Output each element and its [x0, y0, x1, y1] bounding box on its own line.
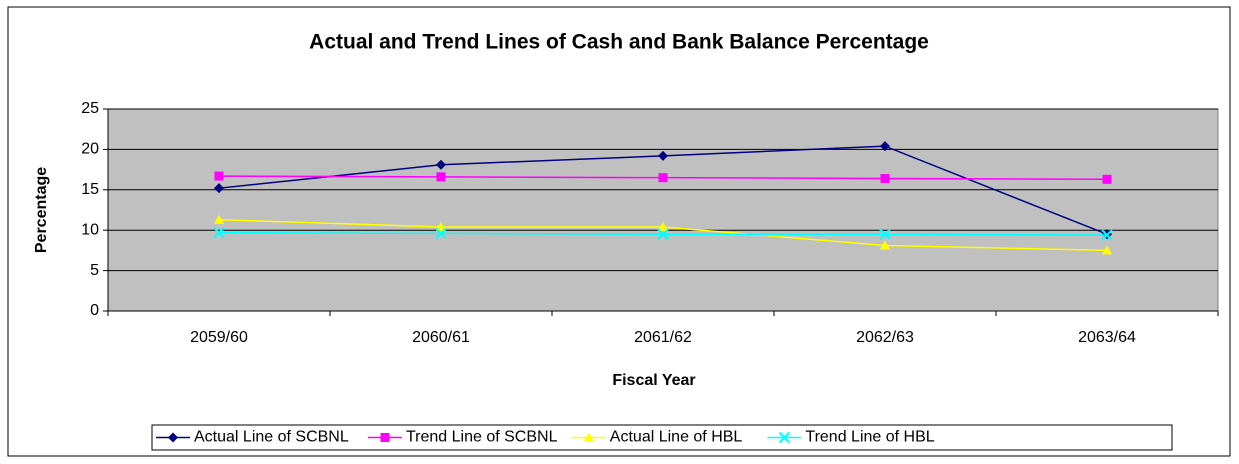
data-point [213, 226, 225, 239]
data-point [214, 183, 224, 194]
legend-label: Trend Line of SCBNL [406, 429, 558, 446]
legend-marker [583, 432, 594, 442]
data-point [436, 172, 446, 182]
data-point [657, 228, 669, 240]
data-point [1102, 174, 1112, 184]
legend-label: Actual Line of HBL [610, 429, 743, 446]
data-point [879, 228, 891, 240]
data-point [436, 159, 446, 170]
y-tick-label: 25 [81, 100, 99, 117]
y-tick-label: 0 [90, 302, 99, 319]
x-tick-label: 2061/62 [634, 329, 692, 346]
data-point [436, 221, 446, 231]
x-axis-title: Fiscal Year [612, 372, 695, 389]
legend-marker [778, 431, 791, 444]
data-point [658, 221, 668, 231]
y-tick-label: 10 [81, 221, 99, 238]
x-tick-label: 2059/60 [190, 329, 248, 346]
data-point [880, 141, 890, 152]
data-point [658, 150, 668, 161]
legend-label: Actual Line of SCBNL [194, 429, 349, 446]
y-axis-title: Percentage [33, 167, 50, 253]
chart-title: Actual and Trend Lines of Cash and Bank … [309, 31, 929, 54]
data-point [435, 227, 447, 240]
x-tick-label: 2062/63 [856, 329, 914, 346]
data-point [1101, 229, 1113, 241]
data-point [658, 173, 668, 183]
data-point [214, 171, 224, 181]
plot-area [107, 108, 1219, 312]
y-tick-label: 5 [90, 262, 99, 279]
y-tick-label: 20 [81, 141, 99, 158]
y-tick-label: 15 [81, 181, 99, 198]
legend-label: Trend Line of HBL [805, 429, 934, 446]
data-point [880, 240, 890, 250]
data-point [1102, 245, 1112, 255]
data-point [880, 173, 890, 183]
legend [151, 424, 1173, 451]
x-tick-label: 2063/64 [1078, 329, 1136, 346]
legend-marker [168, 432, 178, 443]
legend-marker [380, 433, 390, 442]
data-point [214, 214, 224, 224]
x-tick-label: 2060/61 [412, 329, 470, 346]
